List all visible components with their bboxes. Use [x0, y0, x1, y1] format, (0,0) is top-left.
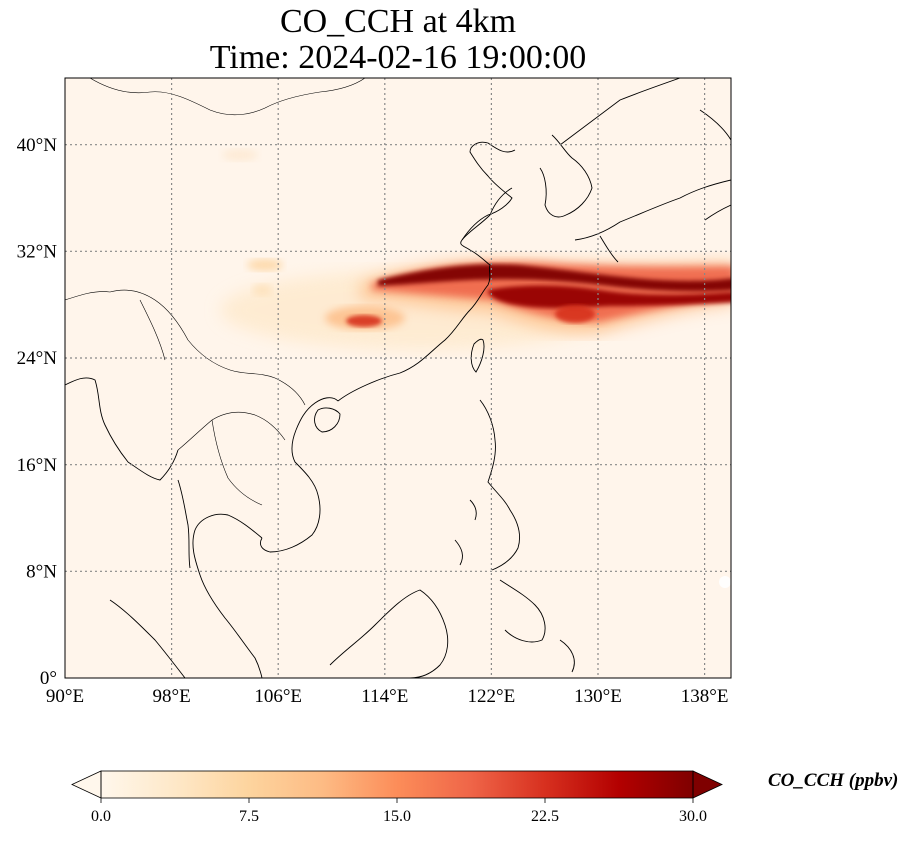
lon-tick-label: 90°E — [46, 686, 84, 707]
colorbar-tick-label: 7.5 — [239, 808, 259, 825]
lon-tick-label: 122°E — [468, 686, 516, 707]
lat-tick-label: 40°N — [17, 135, 58, 156]
map-title: CO_CCH at 4km — [279, 3, 517, 40]
lat-axis: 0° 8°N 16°N 24°N 32°N 40°N — [17, 135, 58, 689]
colorbar-tick-label: 22.5 — [531, 808, 559, 825]
lon-tick-label: 130°E — [574, 686, 622, 707]
colorbar-tick-label: 0.0 — [91, 808, 111, 825]
colorbar-label: CO_CCH (ppbv) — [768, 770, 899, 791]
lon-tick-label: 106°E — [254, 686, 302, 707]
colorbar-gradient — [101, 771, 693, 798]
lat-tick-label: 0° — [40, 668, 57, 689]
lon-tick-label: 114°E — [361, 686, 408, 707]
map-background — [65, 78, 731, 678]
colorbar-tick-label: 30.0 — [679, 808, 707, 825]
coastlines — [65, 78, 731, 678]
colorbar-extend-max — [692, 770, 723, 799]
colorbar: 0.0 7.5 15.0 22.5 30.0 — [71, 770, 723, 825]
lon-tick-label: 98°E — [152, 686, 190, 707]
lon-tick-label: 138°E — [681, 686, 729, 707]
colorbar-tick-label: 15.0 — [383, 808, 411, 825]
lon-axis: 90°E 98°E 106°E 114°E 122°E 130°E 138°E — [46, 686, 729, 707]
map-frame — [64, 77, 732, 679]
gridlines — [65, 78, 731, 678]
lat-tick-label: 24°N — [17, 348, 58, 369]
lat-tick-label: 32°N — [17, 242, 58, 263]
lat-tick-label: 16°N — [17, 455, 58, 476]
map-subtitle-time: Time: 2024-02-16 19:00:00 — [209, 39, 587, 76]
colorbar-extend-min — [71, 770, 102, 799]
lat-tick-label: 8°N — [26, 562, 57, 583]
co-plume-layer — [220, 149, 731, 588]
